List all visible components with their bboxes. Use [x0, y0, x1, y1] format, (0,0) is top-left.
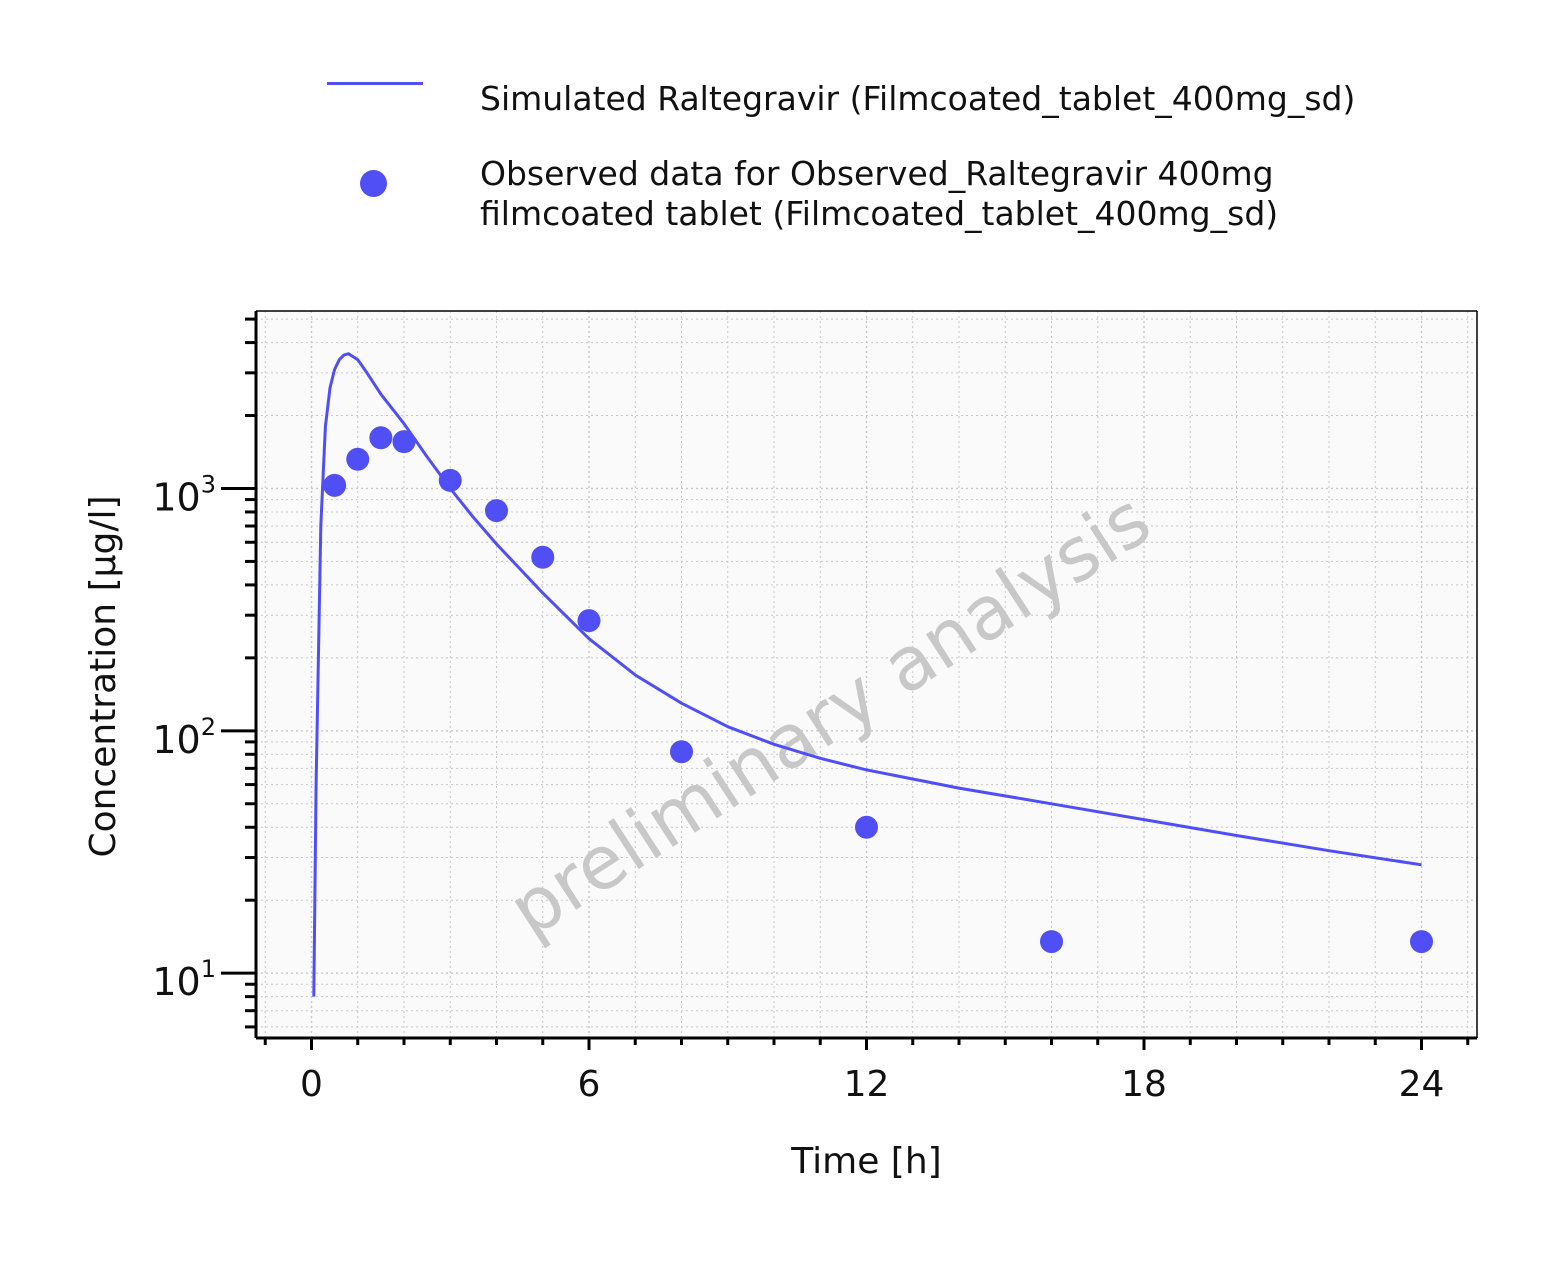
data-point-observed [855, 815, 878, 839]
data-point-observed [346, 447, 370, 471]
legend: Simulated Raltegravir (Filmcoated_tablet… [0, 0, 1562, 260]
data-point-observed [1040, 930, 1063, 954]
axes-layer: 0 6 12 18 24 101 102 103 [152, 310, 1478, 1105]
x-tick-label: 6 [578, 1064, 601, 1105]
legend-label-observed-line2: filmcoated tablet (Filmcoated_tablet_400… [480, 194, 1279, 233]
data-point-observed [392, 430, 416, 454]
data-point-observed [1410, 930, 1433, 954]
x-tick-label: 24 [1399, 1064, 1445, 1105]
data-point-observed [323, 473, 347, 497]
y-tick-label: 102 [152, 713, 216, 762]
y-tick-label: 101 [152, 955, 216, 1004]
series-line-simulated [312, 352, 1422, 997]
legend-label-simulated: Simulated Raltegravir (Filmcoated_tablet… [480, 79, 1356, 118]
data-point-observed [485, 499, 508, 523]
legend-label-observed-line1: Observed data for Observed_Raltegravir 4… [480, 154, 1274, 193]
data-point-observed [670, 740, 693, 764]
series-layer [312, 352, 1433, 997]
data-point-observed [531, 545, 555, 569]
y-axis-label: Concentration [µg/l] [83, 495, 124, 857]
x-tick-label: 12 [844, 1064, 890, 1105]
x-tick-label: 18 [1121, 1064, 1167, 1105]
data-point-observed [577, 609, 601, 633]
x-axis-label: Time [h] [790, 1141, 941, 1182]
legend-dot-swatch [360, 170, 387, 197]
major-grid [256, 311, 1477, 1038]
data-point-observed [369, 426, 393, 450]
y-tick-label: 103 [152, 470, 216, 519]
legend-line-swatch [327, 82, 423, 85]
x-tick-label: 0 [300, 1064, 323, 1105]
data-point-observed [438, 468, 462, 492]
